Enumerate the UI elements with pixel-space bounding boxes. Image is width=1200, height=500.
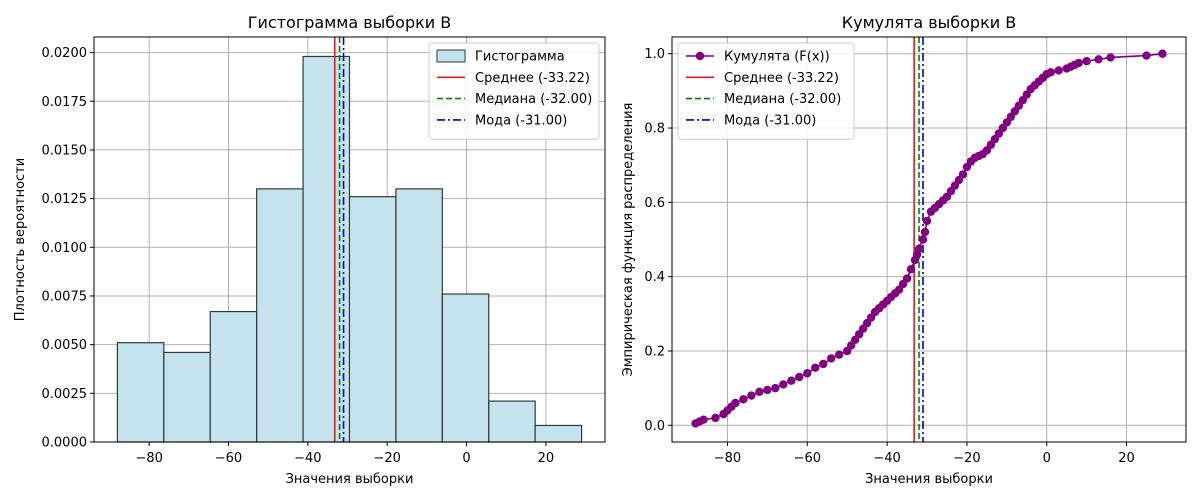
x-tick-label: 0 — [1043, 451, 1051, 466]
histogram-panel: −80 −60 −40 −20 0 20 0.0000 0.0025 0.0050 0.0075 0… — [13, 13, 606, 487]
cumulative-legend: Кумулята (F(x)) Среднее (-33.22) Медиана (… — [677, 42, 855, 140]
y-tick-label: 0.0125 — [42, 192, 88, 207]
x-tick-label: −60 — [794, 451, 821, 466]
x-tick-label: −60 — [215, 451, 242, 466]
histogram-y-axis-label: Плотность вероятности — [13, 158, 28, 321]
cumulative-point — [771, 383, 780, 393]
histogram-reference-lines — [333, 37, 345, 442]
cumulative-point — [779, 380, 788, 389]
x-tick-label: −40 — [294, 451, 321, 466]
x-tick-label: −80 — [714, 451, 741, 466]
x-tick-label: −20 — [953, 451, 980, 466]
cumulative-ticks: −80 −60 −40 −20 0 20 0.0 0.2 0.4 0.6 0.8 1.0 — [644, 47, 1134, 466]
cumulative-panel: −80 −60 −40 −20 0 20 0.0 0.2 0.4 0.6 0.8 1.0 Кумуля… — [621, 13, 1187, 487]
cumulative-point — [920, 227, 930, 237]
cumulative-point — [827, 354, 836, 363]
cumulative-point — [914, 244, 924, 253]
cumulative-point — [795, 372, 804, 382]
histogram-bar — [302, 55, 351, 443]
y-tick-label: 0.0050 — [42, 338, 88, 353]
x-tick-label: −80 — [135, 451, 162, 466]
y-tick-label: 0.2 — [644, 344, 665, 359]
y-tick-label: 0.0 — [644, 419, 665, 434]
y-tick-label: 0.4 — [644, 270, 665, 285]
cumulative-point — [1142, 51, 1151, 60]
cumulative-point — [906, 265, 916, 274]
cumulative-point — [811, 363, 820, 372]
cumulative-point — [1074, 58, 1083, 68]
legend-label: Кумулята (F(x)) — [724, 50, 830, 65]
histogram-bar — [209, 310, 258, 443]
histogram-title: Гистограмма выборки B — [248, 13, 451, 32]
legend-swatch — [436, 49, 466, 63]
y-tick-label: 0.0075 — [42, 289, 88, 304]
legend-label: Среднее (-33.22) — [724, 71, 839, 86]
cumulative-point — [1094, 55, 1103, 64]
histogram-legend-box — [428, 42, 600, 140]
y-tick-label: 0.0200 — [42, 46, 88, 61]
legend-label: Среднее (-33.22) — [475, 71, 590, 86]
cumulative-point — [922, 216, 932, 226]
y-tick-label: 0.0100 — [42, 241, 88, 256]
cumulative-point — [902, 274, 912, 283]
cumulative-point — [1158, 49, 1167, 58]
cumulative-point — [711, 413, 720, 423]
y-tick-label: 0.0025 — [42, 387, 88, 402]
histogram-bar — [441, 293, 490, 443]
y-tick-label: 1.0 — [644, 47, 665, 62]
cumulative-point — [755, 387, 764, 397]
histogram-bars — [116, 55, 583, 443]
y-tick-label: 0.6 — [644, 196, 665, 211]
histogram-x-axis-label: Значения выборки — [286, 472, 414, 487]
y-tick-label: 0.8 — [644, 122, 665, 137]
cumulative-point — [699, 415, 708, 424]
legend-marker — [695, 51, 705, 61]
x-tick-label: 20 — [538, 451, 555, 466]
x-tick-label: −20 — [373, 451, 400, 466]
cumulative-y-axis-label: Эмпирическая функция распределения — [621, 103, 636, 377]
histogram-bar — [488, 400, 536, 443]
histogram-bar — [163, 351, 211, 443]
histogram-bar — [348, 196, 397, 443]
cumulative-axes-frame — [671, 36, 1187, 443]
histogram-bar — [116, 342, 165, 443]
cumulative-title: Кумулята выборки B — [842, 13, 1016, 32]
histogram-bar — [395, 188, 443, 443]
cumulative-point — [787, 376, 796, 385]
cumulative-grid — [672, 37, 1186, 442]
y-tick-label: 0.0175 — [42, 95, 88, 110]
histogram-axes-frame — [93, 36, 606, 443]
cumulative-point — [739, 395, 748, 404]
histogram-bar — [534, 424, 583, 443]
cumulative-x-axis-label: Значения выборки — [865, 472, 993, 487]
legend-label: Мода (-31.00) — [724, 113, 816, 128]
legend-label: Гистограмма — [475, 50, 565, 65]
histogram-bar — [256, 188, 304, 443]
x-tick-label: 20 — [1118, 451, 1135, 466]
cumulative-point — [958, 170, 968, 179]
legend-label: Мода (-31.00) — [475, 113, 567, 128]
cumulative-point — [1082, 56, 1091, 66]
cumulative-point — [731, 398, 740, 408]
cumulative-point — [803, 369, 812, 378]
histogram-ticks: −80 −60 −40 −20 0 20 0.0000 0.0025 0.0050 0.0075 0… — [42, 46, 555, 466]
legend-label: Медиана (-32.00) — [724, 92, 841, 107]
x-tick-label: −40 — [873, 451, 900, 466]
cumulative-point — [1054, 66, 1063, 75]
cumulative-point — [835, 350, 844, 359]
y-tick-label: 0.0150 — [42, 143, 88, 158]
cumulative-point — [819, 359, 828, 369]
histogram-legend: Гистограмма Среднее (-33.22) Медиана (-32.… — [428, 42, 600, 140]
legend-label: Медиана (-32.00) — [475, 92, 592, 107]
x-tick-label: 0 — [462, 451, 470, 466]
y-tick-label: 0.0000 — [42, 436, 88, 451]
cumulative-legend-box — [677, 42, 855, 140]
cumulative-point — [1106, 53, 1115, 62]
cumulative-point — [747, 391, 756, 400]
cumulative-series — [691, 49, 1167, 428]
cumulative-point — [763, 385, 772, 395]
cumulative-point — [1046, 68, 1055, 77]
cumulative-point — [918, 235, 928, 244]
